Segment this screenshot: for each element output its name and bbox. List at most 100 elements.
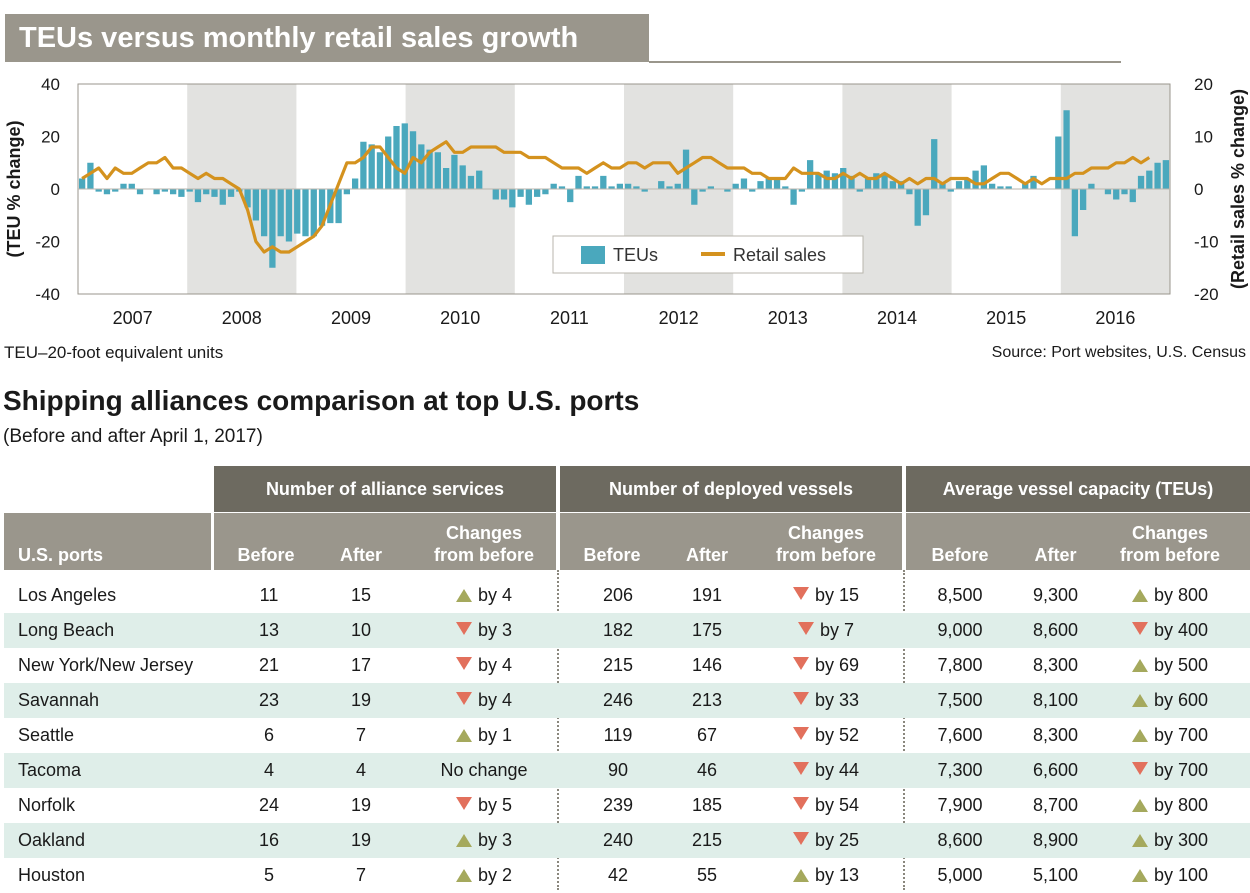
services-after: 19: [326, 823, 396, 858]
capacity-change-text: by 800: [1153, 585, 1209, 605]
x-tick-year: 2015: [986, 308, 1026, 328]
col-header-change-line2: from before: [433, 545, 534, 565]
services-before: 5: [229, 858, 309, 893]
table-title: Shipping alliances comparison at top U.S…: [3, 385, 640, 416]
services-after: 17: [326, 648, 396, 683]
vessels-before-text: 215: [602, 655, 634, 675]
teu-bar: [889, 181, 897, 189]
col-header-services: Before After Changes from before: [214, 513, 556, 570]
triangle-up-icon: [1131, 659, 1148, 672]
vessels-after-text: 67: [696, 725, 718, 745]
services-after-text: 4: [355, 760, 366, 780]
capacity-change-text: by 600: [1153, 690, 1209, 710]
vessels-after-text: 191: [691, 585, 723, 605]
services-after: 15: [326, 578, 396, 613]
y-axis-label-right: (Retail sales % change): [1228, 89, 1248, 289]
triangle-down-icon: [792, 832, 809, 845]
services-before-text: 13: [258, 620, 280, 640]
services-change-text: No change: [440, 760, 528, 780]
vessels-before-text: 206: [602, 585, 634, 605]
port-name: Seattle: [18, 725, 75, 745]
x-tick-year: 2012: [659, 308, 699, 328]
vessels-before-text: 42: [607, 865, 629, 885]
table-row: Los Angeles 11 15 by 4 206 191 by 15 8,500 9,300…: [4, 578, 1250, 613]
teu-bar: [194, 189, 202, 203]
teu-bar: [1071, 189, 1079, 237]
teu-bar: [318, 189, 326, 226]
teu-bar: [509, 189, 516, 208]
teu-bar: [252, 189, 260, 221]
col-header-change: Changes from before: [756, 513, 896, 570]
capacity-after: 8,300: [1018, 648, 1093, 683]
vessels-before-text: 246: [602, 690, 634, 710]
vessels-change: by 7: [756, 613, 896, 648]
port-name: Tacoma: [18, 760, 82, 780]
port-name: Los Angeles: [18, 585, 117, 605]
y-tick-left: -40: [35, 285, 60, 304]
col-header-after: After: [1034, 545, 1077, 565]
services-change-text: by 4: [477, 690, 513, 710]
capacity-before-text: 8,600: [937, 830, 983, 850]
services-change: by 4: [414, 578, 554, 613]
y-tick-left: 20: [41, 128, 60, 147]
teu-bar: [939, 183, 946, 189]
teu-bar: [831, 173, 839, 189]
services-before-text: 4: [263, 760, 274, 780]
teu-bar: [765, 178, 772, 189]
teu-bar: [1088, 183, 1095, 189]
teu-bar: [798, 189, 806, 192]
services-change-text: by 5: [477, 795, 513, 815]
triangle-up-icon: [1131, 589, 1148, 602]
triangle-down-icon: [455, 692, 472, 705]
group-divider: [903, 570, 905, 890]
teu-bar: [790, 189, 797, 205]
services-before: 11: [229, 578, 309, 613]
vessels-after: 55: [672, 858, 742, 893]
teu-bar: [533, 189, 541, 197]
services-after: 7: [326, 858, 396, 893]
teu-bar: [136, 189, 144, 195]
services-after-text: 19: [350, 795, 372, 815]
teu-bar: [112, 189, 119, 192]
vessels-before: 206: [578, 578, 658, 613]
teu-bar: [558, 186, 566, 189]
teu-footnote: TEU–20-foot equivalent units: [4, 343, 224, 362]
capacity-change-text: by 100: [1153, 865, 1209, 885]
services-change-text: by 4: [477, 655, 513, 675]
teu-bar: [947, 189, 954, 192]
teu-bar: [550, 183, 557, 189]
teu-bar: [1030, 175, 1037, 189]
triangle-down-icon: [792, 692, 809, 705]
capacity-before-text: 7,300: [937, 760, 983, 780]
services-after-text: 7: [355, 725, 366, 745]
teu-bar: [169, 189, 177, 195]
y-tick-right: 0: [1194, 180, 1203, 199]
vessels-before: 246: [578, 683, 658, 718]
triangle-up-icon: [1131, 729, 1148, 742]
teu-bar: [583, 186, 590, 189]
vessels-after: 46: [672, 753, 742, 788]
vessels-after-text: 55: [696, 865, 718, 885]
capacity-before-text: 7,900: [937, 795, 983, 815]
capacity-before-text: 7,800: [937, 655, 983, 675]
capacity-change: by 700: [1100, 753, 1240, 788]
vessels-after-text: 175: [691, 620, 723, 640]
table-subtitle: (Before and after April 1, 2017): [3, 426, 263, 447]
col-header-change-line1: Changes: [445, 523, 522, 543]
triangle-down-icon: [797, 622, 814, 635]
teu-bar: [1022, 183, 1029, 189]
teu-bar: [1146, 170, 1153, 189]
group-header-services: Number of alliance services: [214, 466, 556, 512]
services-before: 23: [229, 683, 309, 718]
teu-bar: [922, 189, 930, 216]
teu-bar: [128, 183, 135, 189]
source-note: Source: Port websites, U.S. Census: [991, 344, 1246, 361]
y-tick-right: -10: [1194, 233, 1219, 252]
triangle-down-icon: [792, 657, 809, 670]
capacity-change: by 800: [1100, 578, 1240, 613]
triangle-down-icon: [792, 727, 809, 740]
legend-label-teus: TEUs: [613, 245, 658, 265]
vessels-change: by 52: [756, 718, 896, 753]
col-header-change-line1: Changes: [787, 523, 864, 543]
